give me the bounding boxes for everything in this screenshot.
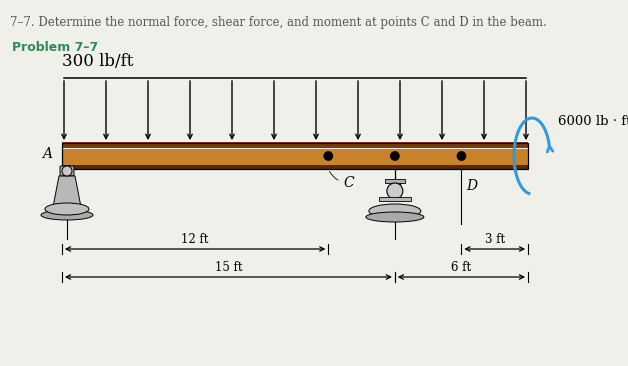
Text: D: D (467, 179, 477, 193)
Bar (62, 142, 528, 148)
Bar (62, 165, 528, 169)
Text: 3 ft: 3 ft (485, 233, 505, 246)
Ellipse shape (369, 204, 421, 218)
Text: C: C (330, 172, 354, 190)
Circle shape (457, 152, 466, 161)
Text: 6000 lb · ft: 6000 lb · ft (558, 115, 628, 128)
Bar (62, 143, 528, 169)
Ellipse shape (41, 210, 93, 220)
Circle shape (391, 152, 399, 161)
Polygon shape (53, 176, 81, 207)
Text: 300 lb/ft: 300 lb/ft (62, 53, 133, 70)
Text: A: A (42, 147, 52, 161)
Text: B: B (391, 181, 401, 195)
Text: Problem 7–7: Problem 7–7 (12, 41, 98, 54)
Text: 7–7. Determine the normal force, shear force, and moment at points C and D in th: 7–7. Determine the normal force, shear f… (10, 16, 547, 29)
Ellipse shape (366, 212, 424, 222)
Ellipse shape (45, 203, 89, 215)
Circle shape (324, 152, 333, 161)
Text: 15 ft: 15 ft (215, 261, 242, 274)
Bar (379, 197, 411, 201)
Text: 12 ft: 12 ft (181, 233, 209, 246)
FancyBboxPatch shape (60, 166, 74, 176)
Bar (385, 179, 405, 183)
Circle shape (387, 183, 403, 199)
Text: 6 ft: 6 ft (452, 261, 472, 274)
Circle shape (62, 166, 72, 176)
Bar (62, 149, 528, 166)
